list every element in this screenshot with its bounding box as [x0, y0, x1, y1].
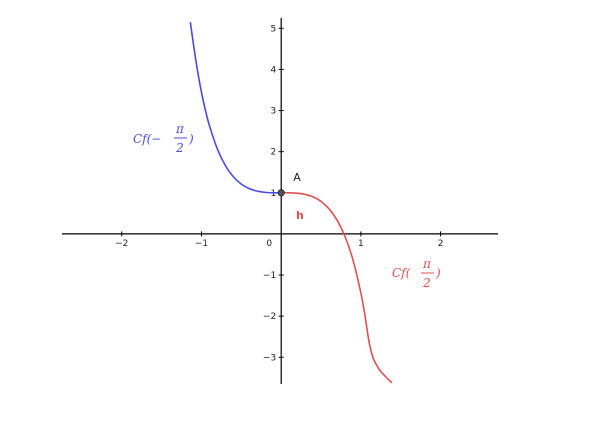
x-tick-label: 1 — [358, 239, 364, 249]
cf-neg-close: ) — [188, 132, 194, 146]
points: A — [277, 171, 301, 197]
y-tick-label: −3 — [263, 353, 276, 363]
h-curve-label: h — [296, 209, 304, 222]
y-tick-label: 2 — [270, 148, 276, 158]
y-tick-label: 4 — [270, 65, 276, 75]
cf-neg-prefix: Cf(− — [133, 132, 161, 146]
cf-pos-label: Cf( π 2 ) — [392, 257, 441, 290]
point-a-label: A — [293, 171, 301, 184]
y-tick-label: −1 — [263, 271, 276, 281]
curves — [189, 21, 393, 384]
y-tick-label: −2 — [263, 312, 276, 322]
x-tick-label: 0 — [266, 239, 272, 249]
x-tick-label: −1 — [195, 239, 208, 249]
blue-curve — [189, 21, 282, 194]
x-tick-label: 2 — [438, 239, 444, 249]
cf-pos-close: ) — [435, 266, 441, 280]
point-a — [277, 189, 285, 197]
cf-neg-label: Cf(− π 2 ) — [133, 122, 194, 155]
x-tick-label: −2 — [115, 239, 128, 249]
cf-pos-two: 2 — [422, 276, 431, 290]
cf-neg-two: 2 — [175, 141, 184, 155]
y-tick-label: 1 — [270, 189, 276, 199]
cf-pos-prefix: Cf( — [392, 266, 411, 280]
cf-neg-pi: π — [175, 122, 185, 136]
cf-pos-pi: π — [422, 257, 432, 271]
axes — [62, 18, 498, 384]
y-tick-label: 5 — [270, 24, 276, 34]
red-curve — [281, 191, 393, 384]
y-tick-label: 3 — [270, 107, 276, 117]
